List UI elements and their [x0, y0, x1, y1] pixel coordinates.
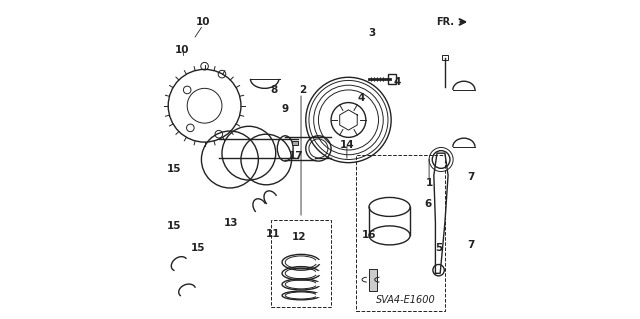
Text: 12: 12 — [292, 232, 307, 242]
Text: 9: 9 — [282, 104, 289, 114]
Text: 2: 2 — [299, 85, 306, 95]
Bar — [388, 74, 396, 84]
Text: 15: 15 — [166, 221, 181, 231]
Text: 17: 17 — [289, 151, 303, 161]
Text: 5: 5 — [435, 243, 442, 253]
Text: 8: 8 — [271, 85, 278, 95]
Text: 6: 6 — [424, 199, 431, 209]
Text: 7: 7 — [467, 172, 474, 182]
Text: FR.: FR. — [436, 17, 454, 27]
Bar — [442, 55, 448, 60]
Text: 15: 15 — [166, 164, 181, 174]
Text: 13: 13 — [224, 218, 239, 228]
Bar — [369, 269, 377, 291]
Text: 4: 4 — [357, 93, 365, 103]
Text: 1: 1 — [426, 178, 433, 188]
Text: SVA4-E1600: SVA4-E1600 — [376, 295, 435, 305]
Bar — [271, 219, 331, 307]
Text: 10: 10 — [175, 45, 189, 56]
Text: 10: 10 — [196, 17, 211, 27]
Text: 11: 11 — [266, 229, 280, 239]
Text: 15: 15 — [191, 243, 205, 253]
Bar — [292, 141, 298, 145]
Bar — [356, 155, 445, 311]
Text: 4: 4 — [394, 77, 401, 87]
Text: 16: 16 — [362, 230, 376, 241]
Text: 7: 7 — [467, 240, 474, 250]
Text: 3: 3 — [369, 28, 376, 38]
Text: 14: 14 — [340, 140, 354, 150]
